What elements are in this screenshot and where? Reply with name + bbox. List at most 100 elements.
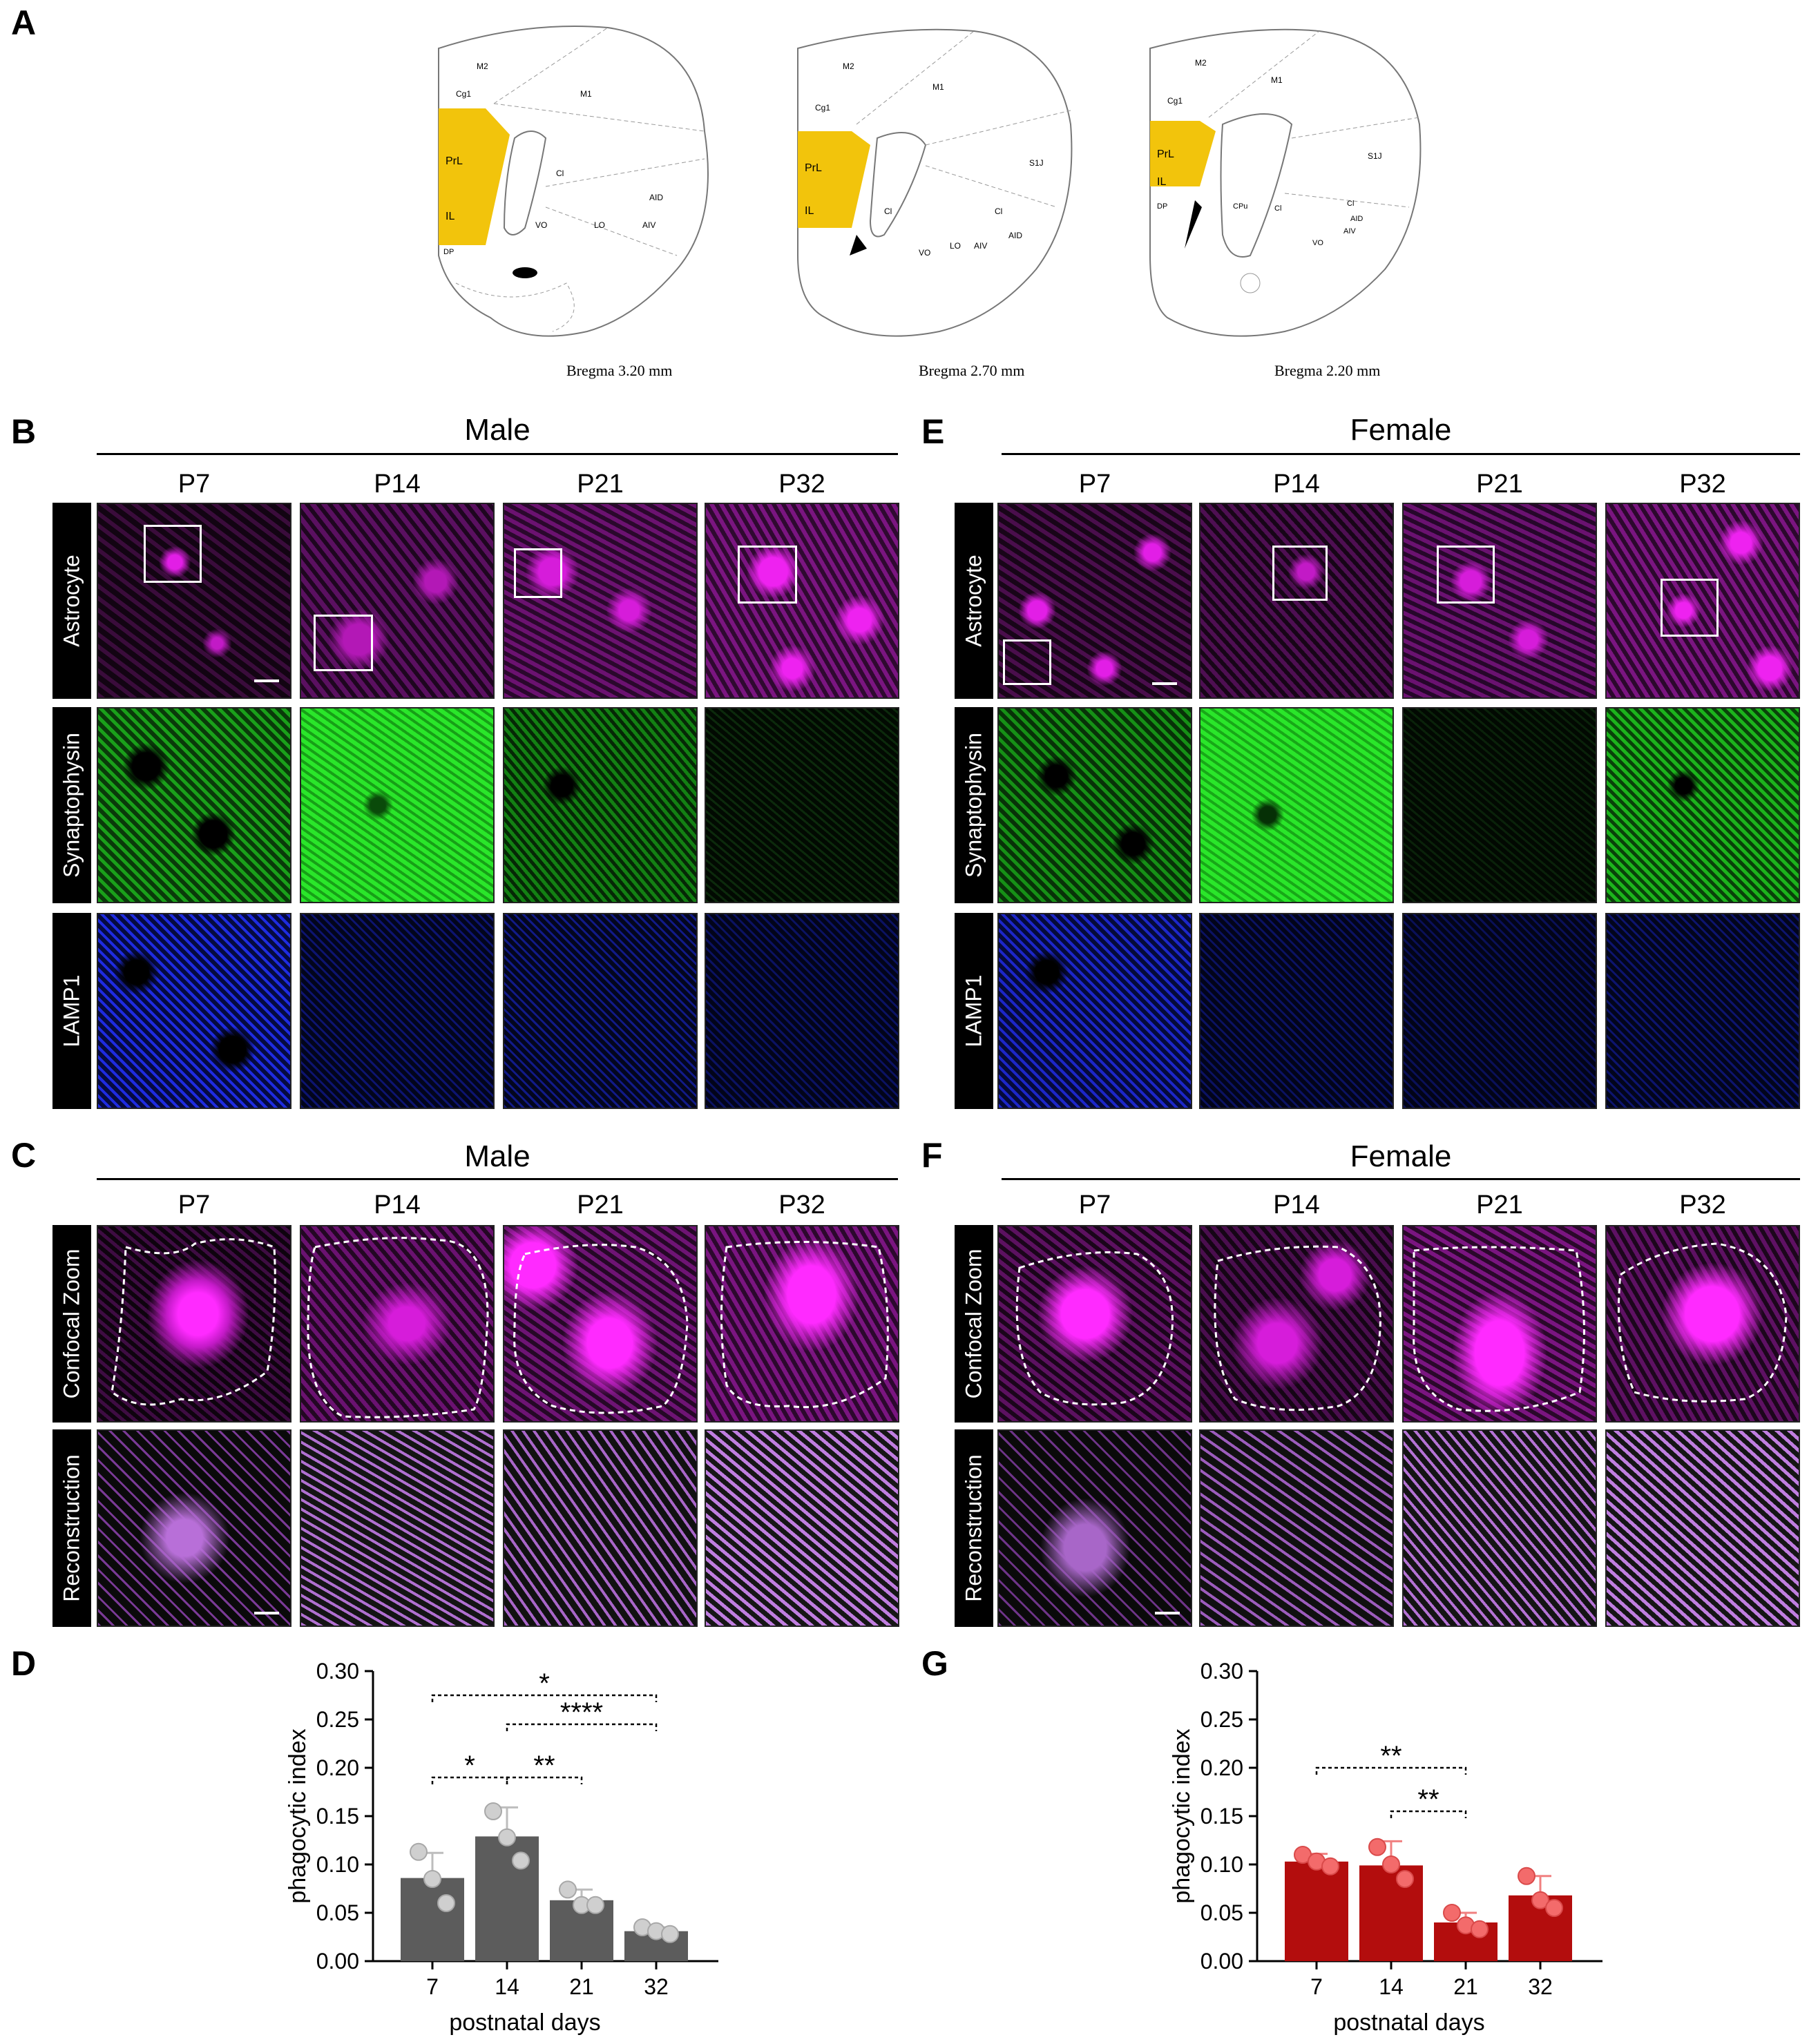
scale-bar	[254, 1612, 279, 1614]
roi-box	[738, 546, 797, 604]
y-tick-label: 0.25	[1200, 1707, 1243, 1732]
micrograph-female-confocal-p32	[1605, 1225, 1800, 1423]
panel-letter-d: D	[11, 1644, 37, 1683]
micrograph-female-reconstruction-p32	[1605, 1429, 1800, 1627]
svg-text:M1: M1	[932, 82, 944, 92]
col-label-p32-c: P32	[778, 1190, 825, 1219]
micrograph-male-reconstruction-p21	[503, 1429, 698, 1627]
significance-label: **	[1417, 1784, 1439, 1815]
x-tick-label: 14	[495, 1974, 519, 1999]
row-label-lamp1-e: LAMP1	[955, 913, 993, 1109]
micrograph-male-astrocyte-p32	[705, 503, 899, 699]
data-point	[437, 1894, 455, 1912]
data-point	[1545, 1899, 1563, 1917]
col-label-p21-b: P21	[577, 470, 624, 499]
svg-text:Cl: Cl	[884, 206, 892, 216]
micrograph-male-confocal-p14	[300, 1225, 495, 1423]
svg-text:Cl: Cl	[1274, 204, 1281, 213]
y-axis-label: phagocytic index	[285, 1728, 311, 1903]
micrograph-female-synaptophysin-p21	[1402, 707, 1597, 903]
data-point	[512, 1851, 530, 1870]
y-tick-label: 0.00	[1200, 1949, 1243, 1974]
data-point	[410, 1842, 428, 1861]
micrograph-female-astrocyte-p32	[1605, 503, 1800, 699]
micrograph-male-astrocyte-p7	[97, 503, 291, 699]
data-point	[1471, 1920, 1489, 1938]
micrograph-male-synaptophysin-p7	[97, 707, 291, 903]
micrograph-male-synaptophysin-p21	[503, 707, 698, 903]
svg-text:DP: DP	[443, 248, 454, 256]
x-axis-label: postnatal days	[449, 2009, 600, 2036]
scale-bar	[1152, 682, 1177, 685]
micrograph-female-synaptophysin-p7	[997, 707, 1192, 903]
micrograph-female-synaptophysin-p32	[1605, 707, 1800, 903]
data-point	[484, 1802, 502, 1820]
micrograph-male-reconstruction-p14	[300, 1429, 495, 1627]
atlas-section-2: M2 Cg1 M1 S1J PrL IL Cl Cl AID VO LO AIV	[797, 28, 1073, 337]
data-point	[1382, 1855, 1400, 1873]
svg-text:PrL: PrL	[1157, 148, 1174, 160]
micrograph-female-astrocyte-p14	[1199, 503, 1394, 699]
micrograph-male-lamp1-p32	[705, 913, 899, 1109]
data-point	[498, 1828, 516, 1847]
chart-g: 0.00 0.05 0.10 0.15 0.20 0.25 0.30 7 14 21 32 postn…	[1169, 1659, 1602, 2036]
chart-d: 0.00 0.05 0.10 0.15 0.20 0.25 0.30 7 14 21 32 postn…	[285, 1659, 718, 2036]
panel-letter-c: C	[11, 1136, 37, 1175]
row-label-astrocyte-e: Astrocyte	[955, 503, 993, 699]
y-tick-label: 0.30	[316, 1659, 359, 1684]
roi-box	[314, 615, 373, 671]
scale-bar	[1155, 1612, 1180, 1614]
micrograph-male-confocal-p21	[503, 1225, 698, 1423]
prl-il-highlight-3	[1150, 121, 1200, 186]
col-label-p21-c: P21	[577, 1190, 624, 1219]
col-label-p14-f: P14	[1273, 1190, 1320, 1219]
micrograph-male-synaptophysin-p14	[300, 707, 495, 903]
x-tick-label: 21	[1453, 1974, 1478, 1999]
svg-text:PrL: PrL	[446, 155, 463, 167]
row-label-synaptophysin-e: Synaptophysin	[955, 707, 993, 903]
col-label-p32-f: P32	[1679, 1190, 1726, 1219]
significance-label: *	[464, 1751, 475, 1781]
y-tick-label: 0.20	[1200, 1755, 1243, 1780]
svg-text:LO: LO	[950, 241, 961, 251]
svg-text:M1: M1	[1271, 75, 1283, 85]
data-point	[1321, 1857, 1339, 1876]
svg-text:M2: M2	[843, 61, 854, 71]
atlas-caption-2: Bregma 2.70 mm	[919, 362, 1025, 379]
significance-bracket	[506, 1776, 583, 1784]
x-tick-label: 7	[426, 1974, 439, 1999]
significance-bracket	[1315, 1766, 1467, 1775]
group-rule-female-e	[1002, 453, 1800, 455]
svg-text:Cl: Cl	[995, 206, 1002, 216]
col-label-p7-f: P7	[1078, 1190, 1111, 1219]
svg-text:M2: M2	[1195, 58, 1207, 68]
col-label-p14-c: P14	[374, 1190, 421, 1219]
y-tick-label: 0.15	[1200, 1804, 1243, 1829]
svg-text:S1J: S1J	[1368, 151, 1382, 161]
col-label-p7-b: P7	[178, 470, 211, 499]
micrograph-female-astrocyte-p21	[1402, 503, 1597, 699]
bar	[475, 1836, 539, 1961]
row-label-astrocyte-b: Astrocyte	[52, 503, 91, 699]
significance-label: *	[539, 1668, 550, 1699]
svg-text:Cg1: Cg1	[1167, 96, 1183, 106]
x-tick-label: 7	[1310, 1974, 1323, 1999]
y-tick-label: 0.00	[316, 1949, 359, 1974]
group-title-male-c: Male	[464, 1139, 530, 1173]
data-point	[423, 1870, 441, 1888]
atlas-caption-3: Bregma 2.20 mm	[1274, 362, 1381, 379]
bar	[401, 1878, 464, 1961]
svg-text:Cg1: Cg1	[456, 89, 471, 99]
micrograph-female-reconstruction-p14	[1199, 1429, 1394, 1627]
group-rule-male-c	[97, 1178, 898, 1180]
col-label-p21-e: P21	[1476, 470, 1523, 499]
significance-bracket	[431, 1776, 508, 1784]
y-axis-label: phagocytic index	[1169, 1728, 1195, 1903]
svg-text:PrL: PrL	[805, 162, 822, 174]
svg-text:LO: LO	[594, 220, 605, 230]
atlas-caption-1: Bregma 3.20 mm	[566, 362, 673, 379]
y-tick-label: 0.10	[316, 1852, 359, 1877]
scale-bar	[254, 679, 279, 682]
row-label-confocal-f: Confocal Zoom	[955, 1225, 993, 1423]
y-tick-label: 0.25	[316, 1707, 359, 1732]
